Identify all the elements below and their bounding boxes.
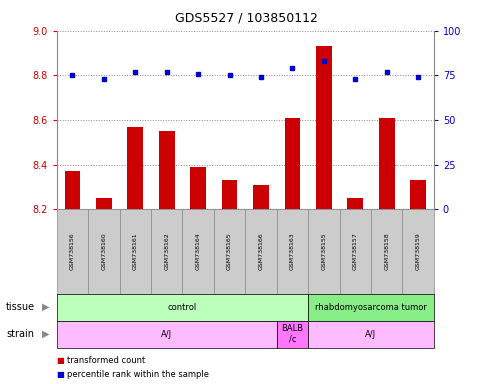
Bar [308,209,340,294]
Text: A/J: A/J [365,329,377,339]
Text: percentile rank within the sample: percentile rank within the sample [67,370,209,379]
Bar [277,209,308,294]
Text: rhabdomyosarcoma tumor: rhabdomyosarcoma tumor [315,303,427,312]
Bar [222,180,238,209]
Text: A/J: A/J [161,329,172,339]
Bar [151,209,182,294]
Text: GDS5527 / 103850112: GDS5527 / 103850112 [175,12,318,25]
Text: GSM738157: GSM738157 [353,233,358,270]
Bar [65,171,80,209]
Text: GSM738163: GSM738163 [290,233,295,270]
Bar [119,209,151,294]
Bar [410,180,426,209]
Text: BALB
/c: BALB /c [282,324,304,344]
Bar [245,209,277,294]
Text: ▶: ▶ [41,329,49,339]
Text: GSM738162: GSM738162 [164,233,169,270]
Bar [253,185,269,209]
Text: strain: strain [6,329,34,339]
Bar [57,209,88,294]
Bar [88,209,119,294]
Text: ▶: ▶ [41,302,49,312]
Text: GSM738164: GSM738164 [196,233,201,270]
Bar [159,131,175,209]
Text: GSM738165: GSM738165 [227,233,232,270]
Bar [308,321,434,348]
Bar [182,209,214,294]
Bar [57,321,277,348]
Text: tissue: tissue [6,302,35,312]
Text: GSM738160: GSM738160 [102,233,106,270]
Bar [284,118,300,209]
Bar [340,209,371,294]
Bar [57,294,308,321]
Text: GSM738158: GSM738158 [384,233,389,270]
Text: GSM738155: GSM738155 [321,233,326,270]
Bar [190,167,206,209]
Bar [214,209,246,294]
Text: transformed count: transformed count [67,356,145,365]
Text: control: control [168,303,197,312]
Bar [127,127,143,209]
Text: ■: ■ [57,356,65,365]
Text: ■: ■ [57,370,65,379]
Bar [379,118,394,209]
Bar [402,209,434,294]
Text: GSM738159: GSM738159 [416,233,421,270]
Bar [371,209,402,294]
Text: GSM738166: GSM738166 [258,233,263,270]
Bar [96,198,112,209]
Bar [308,294,434,321]
Text: GSM738161: GSM738161 [133,233,138,270]
Bar [277,321,308,348]
Bar [316,46,332,209]
Bar [348,198,363,209]
Text: GSM738156: GSM738156 [70,233,75,270]
